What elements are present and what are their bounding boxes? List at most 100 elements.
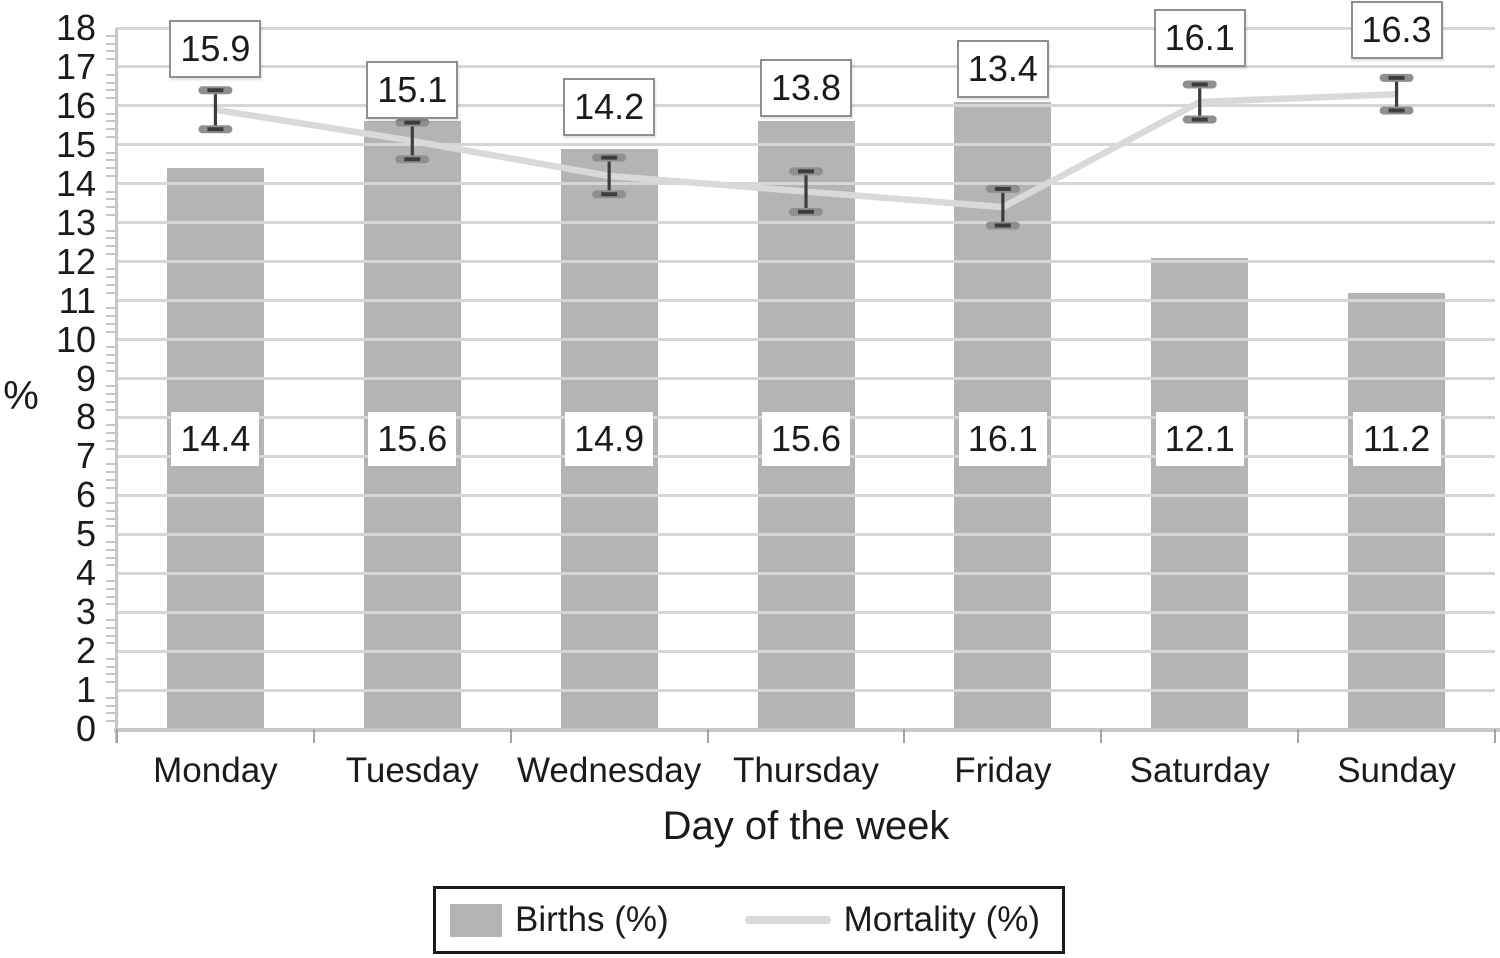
y-gridline [117, 26, 1495, 30]
y-minor-tick [106, 712, 115, 715]
x-tick [509, 729, 512, 743]
y-tick-label: 0 [75, 708, 96, 749]
y-tick-label: 17 [55, 45, 96, 87]
y-minor-tick [106, 696, 115, 699]
bar-value-label: 15.6 [368, 411, 457, 466]
mortality-value-label: 15.9 [169, 20, 262, 79]
bar-value-label: 12.1 [1155, 411, 1244, 466]
y-minor-tick [106, 128, 115, 131]
bar-wednesday [560, 148, 658, 729]
y-minor-tick [106, 400, 115, 403]
y-gridline [117, 493, 1495, 497]
y-minor-tick [106, 385, 115, 388]
y-minor-tick [106, 517, 115, 520]
mortality-value-label: 15.1 [366, 61, 459, 120]
y-minor-tick [106, 603, 115, 606]
y-minor-tick [106, 159, 115, 162]
y-gridline [117, 532, 1495, 536]
y-minor-tick [106, 120, 115, 123]
y-minor-tick [106, 432, 115, 435]
y-minor-tick [106, 206, 115, 209]
x-tick [1100, 729, 1103, 743]
y-gridline [117, 104, 1495, 108]
y-gridline [117, 143, 1495, 147]
mortality-value-label: 13.8 [760, 59, 852, 118]
y-minor-tick [106, 525, 115, 528]
bar-value-label: 14.4 [171, 411, 260, 466]
y-minor-tick [106, 291, 115, 294]
y-tick-label: 15 [55, 123, 96, 165]
y-tick-label: 6 [75, 474, 96, 516]
mortality-line-swatch-icon [744, 916, 831, 924]
y-minor-tick [106, 198, 115, 201]
x-tick-label-friday: Friday [954, 751, 1052, 790]
y-tick-label: 5 [75, 513, 96, 555]
y-minor-tick [106, 502, 115, 505]
y-minor-tick [106, 136, 115, 139]
y-tick-label: 14 [55, 162, 96, 204]
y-minor-tick [106, 229, 115, 232]
y-gridline [117, 610, 1495, 614]
x-tick [1297, 729, 1300, 743]
y-gridline [117, 377, 1495, 380]
y-gridline [117, 182, 1495, 186]
y-minor-tick [106, 252, 115, 255]
y-minor-tick [106, 346, 115, 349]
y-minor-tick [106, 424, 115, 427]
y-minor-tick [106, 284, 115, 287]
y-axis-line [115, 28, 118, 743]
x-tick [116, 729, 118, 743]
y-minor-tick [106, 587, 115, 590]
y-minor-tick [106, 315, 115, 318]
bar-value-label: 14.9 [565, 411, 654, 466]
bar-thursday [757, 121, 855, 729]
y-minor-tick [106, 447, 115, 450]
y-tick-label: 1 [75, 669, 96, 711]
y-minor-tick [106, 548, 115, 551]
y-tick-label: 3 [75, 591, 96, 633]
bar-value-label: 16.1 [958, 411, 1047, 466]
y-minor-tick [106, 657, 115, 660]
y-minor-tick [106, 330, 115, 333]
y-minor-tick [106, 34, 115, 37]
y-minor-tick [106, 369, 115, 372]
bar-saturday [1151, 257, 1249, 729]
bar-sunday [1348, 292, 1446, 729]
y-gridline [117, 260, 1495, 264]
bar-value-label: 11.2 [1352, 411, 1441, 466]
y-minor-tick [106, 42, 115, 45]
y-gridline [117, 454, 1495, 458]
y-tick-label: 2 [75, 630, 96, 672]
x-tick [312, 729, 315, 743]
y-minor-tick [106, 268, 115, 271]
y-minor-tick [106, 681, 115, 684]
y-minor-tick [106, 634, 115, 637]
y-minor-tick [106, 408, 115, 411]
y-minor-tick [106, 276, 115, 279]
bar-value-label: 15.6 [762, 411, 850, 466]
mortality-value-label: 14.2 [563, 78, 656, 137]
x-tick-label-wednesday: Wednesday [517, 751, 702, 790]
y-minor-tick [106, 720, 115, 723]
y-minor-tick [106, 73, 115, 76]
y-minor-tick [106, 361, 115, 364]
y-gridline [117, 338, 1495, 342]
y-minor-tick [106, 580, 115, 582]
y-tick-label: 11 [58, 279, 96, 321]
y-minor-tick [106, 665, 115, 668]
y-minor-tick [106, 307, 115, 310]
y-minor-tick [106, 673, 115, 676]
bar-tuesday [363, 121, 461, 729]
births-bar-swatch-icon [450, 903, 502, 937]
y-tick-label: 10 [55, 318, 96, 360]
bar-friday [954, 101, 1052, 729]
y-minor-tick [106, 354, 115, 357]
x-axis-line [114, 727, 1500, 732]
x-tick [706, 729, 709, 743]
y-minor-tick [106, 626, 115, 629]
y-minor-tick [106, 245, 115, 248]
x-tick-label-saturday: Saturday [1129, 751, 1270, 790]
